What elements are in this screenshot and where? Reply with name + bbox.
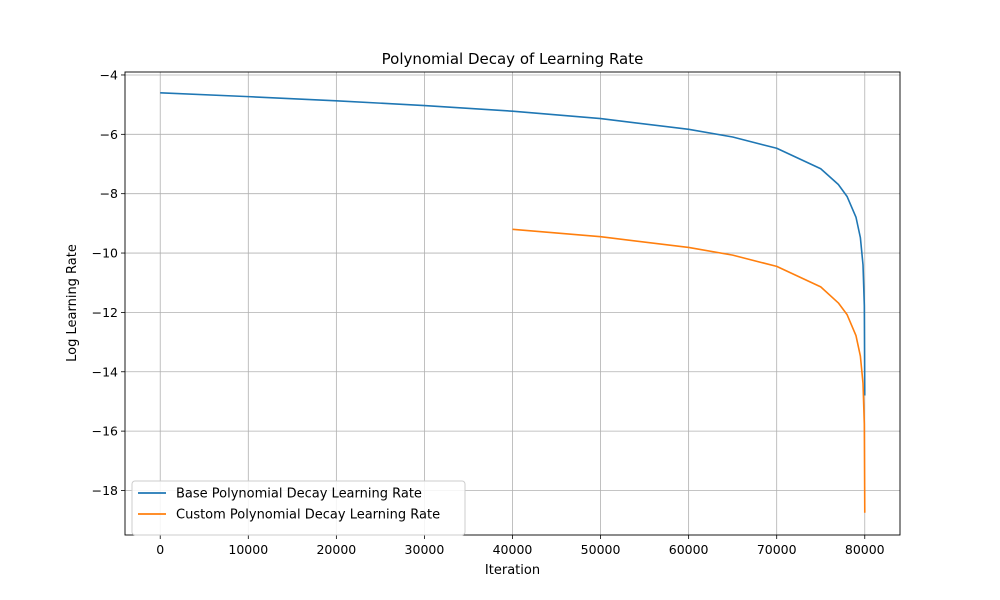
x-tick-label: 40000 [493, 542, 533, 557]
y-tick-label: −8 [100, 186, 118, 201]
x-tick-label: 0 [156, 542, 164, 557]
series-group [160, 91, 866, 513]
x-tick-label: 50000 [581, 542, 621, 557]
legend: Base Polynomial Decay Learning Rate Custo… [131, 480, 466, 536]
legend-box [131, 480, 466, 536]
chart-title: Polynomial Decay of Learning Rate [382, 50, 644, 68]
legend-label: Custom Polynomial Decay Learning Rate [176, 508, 440, 523]
series-line-1 [160, 91, 866, 396]
y-tick-label: −10 [92, 246, 118, 261]
y-tick-label: −4 [100, 67, 118, 82]
x-axis: 0 10000 20000 30000 40000 50000 60000 70000 8000… [156, 535, 885, 557]
x-axis-label: Iteration [485, 563, 540, 578]
y-tick-label: −12 [92, 305, 118, 320]
x-tick-label: 60000 [669, 542, 709, 557]
y-axis: −4 −6 −8 −10 −12 −14 −16 −18 [92, 67, 125, 498]
x-tick-label: 70000 [757, 542, 797, 557]
grid [125, 72, 900, 535]
legend-label: Base Polynomial Decay Learning Rate [176, 487, 422, 502]
y-tick-label: −18 [92, 483, 118, 498]
y-tick-label: −14 [92, 364, 118, 379]
series-line-2 [512, 228, 866, 513]
x-tick-label: 10000 [228, 542, 268, 557]
x-tick-label: 80000 [845, 542, 885, 557]
x-tick-label: 20000 [316, 542, 356, 557]
y-tick-label: −6 [100, 127, 118, 142]
y-tick-label: −16 [92, 424, 118, 439]
y-axis-label: Log Learning Rate [65, 244, 80, 362]
x-tick-label: 30000 [405, 542, 445, 557]
